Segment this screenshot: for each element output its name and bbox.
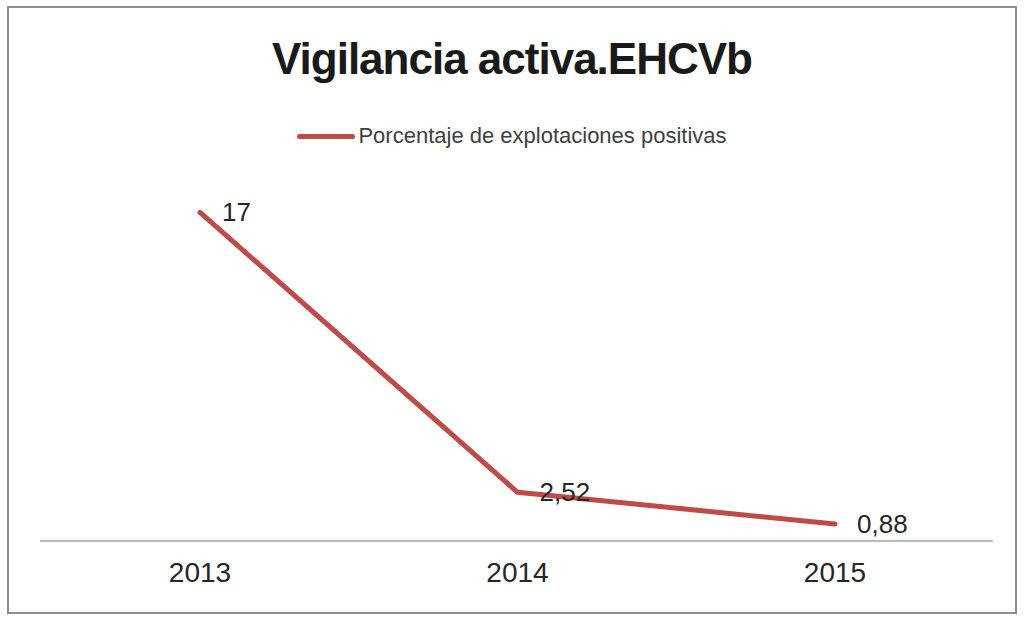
chart-canvas: Vigilancia activa.EHCVb Porcentaje de ex… — [0, 0, 1024, 620]
series-line — [200, 212, 835, 524]
data-label: 2,52 — [540, 476, 591, 508]
x-axis-tick-label: 2015 — [804, 557, 866, 589]
data-label: 0,88 — [857, 508, 908, 540]
x-axis-tick-label: 2014 — [486, 557, 548, 589]
data-label: 17 — [222, 196, 251, 228]
x-axis-tick-label: 2013 — [169, 557, 231, 589]
